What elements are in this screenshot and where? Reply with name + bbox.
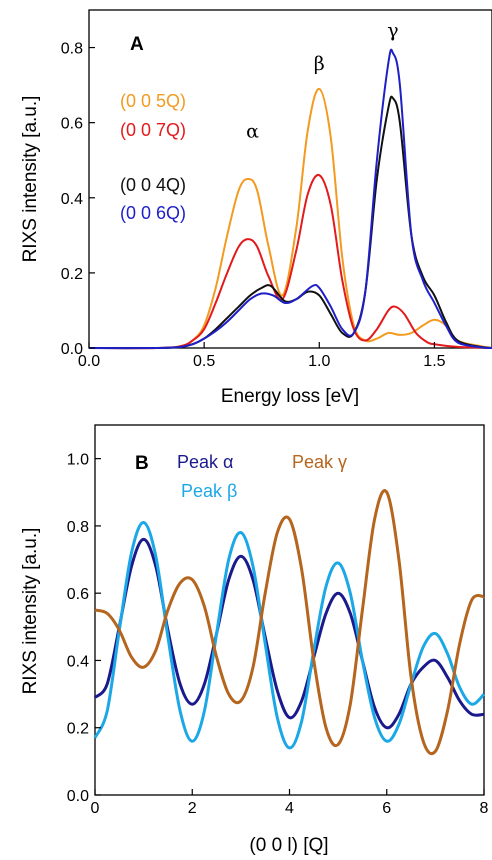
panel-b-series-line-peak (93, 537, 485, 730)
panel-a-x-tick-label: 0.5 (193, 353, 215, 370)
panel-a-y-ticks: 0.0 0.2 0.4 0.6 0.8 (61, 41, 95, 358)
panel-a-letter: A (130, 34, 144, 55)
panel-a-series-line-0-0-6q (88, 48, 492, 350)
panel-b-plot-frame (94, 424, 485, 796)
panel-a-peak-labels: α β γ (246, 19, 399, 142)
legend-item-peak-beta: Peak β (181, 481, 237, 501)
legend-item-005q: (0 0 5Q) (120, 91, 186, 111)
panel-b-series (93, 489, 486, 756)
panel-a-plot-frame (88, 9, 492, 349)
panel-a-series-line-0-0-7q (88, 173, 492, 350)
panel-a-x-tick-label: 0.0 (78, 353, 100, 370)
panel-b-letter: B (135, 453, 149, 474)
panel-a-series-line-0-0-4q (88, 95, 492, 350)
panel-a-y-axis-label: RIXS intensity [a.u.] (20, 96, 41, 263)
panel-b-x-tick-label: 8 (480, 800, 489, 817)
panel-b-y-ticks: 0.0 0.2 0.4 0.6 0.8 1.0 (67, 452, 101, 805)
panel-a-y-tick-label: 0.0 (61, 341, 83, 358)
panel-b-series-line-peak (93, 521, 486, 750)
panel-b-y-tick-label: 0.6 (67, 586, 89, 603)
panel-a-y-tick-label: 0.8 (61, 41, 83, 58)
panel-a-x-tick-label: 1.5 (423, 353, 445, 370)
panel-b-x-tick-label: 0 (91, 800, 100, 817)
legend-item-004q: (0 0 4Q) (120, 175, 186, 195)
panel-b-y-tick-label: 0.2 (67, 721, 89, 738)
panel-a-y-tick-label: 0.6 (61, 116, 83, 133)
panel-a-x-tick-label: 1.0 (308, 353, 330, 370)
panel-a-series (88, 48, 492, 350)
panel-b-y-axis-label: RIXS intensity [a.u.] (20, 528, 41, 695)
panel-a: 0.0 0.5 1.0 1.5 0.0 0.2 0.4 0.6 0.8 A (0 0 5Q) … (20, 9, 492, 407)
panel-a-y-tick-label: 0.4 (61, 191, 83, 208)
peak-label-beta: β (314, 53, 325, 75)
legend-item-007q: (0 0 7Q) (120, 120, 186, 140)
panel-b-legend: Peak α Peak β Peak γ (177, 452, 347, 501)
panel-b-x-ticks: 0 2 4 6 8 (91, 789, 489, 817)
panel-b-x-tick-label: 2 (188, 800, 197, 817)
panel-b: 0 2 4 6 8 0.0 0.2 0.4 0.6 0.8 1.0 B Peak α Peak β… (20, 424, 489, 856)
panel-a-x-ticks: 0.0 0.5 1.0 1.5 (78, 342, 446, 370)
legend-item-peak-alpha: Peak α (177, 452, 233, 472)
panel-b-y-tick-label: 1.0 (67, 452, 89, 469)
panel-b-y-tick-label: 0.8 (67, 519, 89, 536)
panel-b-series-line-peak (94, 489, 485, 756)
panel-a-series-line-0-0-5q (88, 87, 492, 350)
legend-item-006q: (0 0 6Q) (120, 203, 186, 223)
panel-a-x-axis-label: Energy loss [eV] (221, 386, 359, 407)
panel-b-x-axis-label: (0 0 l) [Q] (249, 835, 328, 856)
peak-label-alpha: α (246, 121, 259, 143)
legend-item-peak-gamma: Peak γ (292, 452, 347, 472)
panel-b-x-tick-label: 6 (382, 800, 391, 817)
panel-b-y-tick-label: 0.4 (67, 653, 89, 670)
panel-b-y-tick-label: 0.0 (67, 788, 89, 805)
peak-label-gamma: γ (387, 19, 398, 41)
panel-b-x-tick-label: 4 (285, 800, 294, 817)
panel-a-y-tick-label: 0.2 (61, 266, 83, 283)
panel-a-legend: (0 0 5Q) (0 0 7Q) (0 0 4Q) (0 0 6Q) (120, 91, 186, 223)
